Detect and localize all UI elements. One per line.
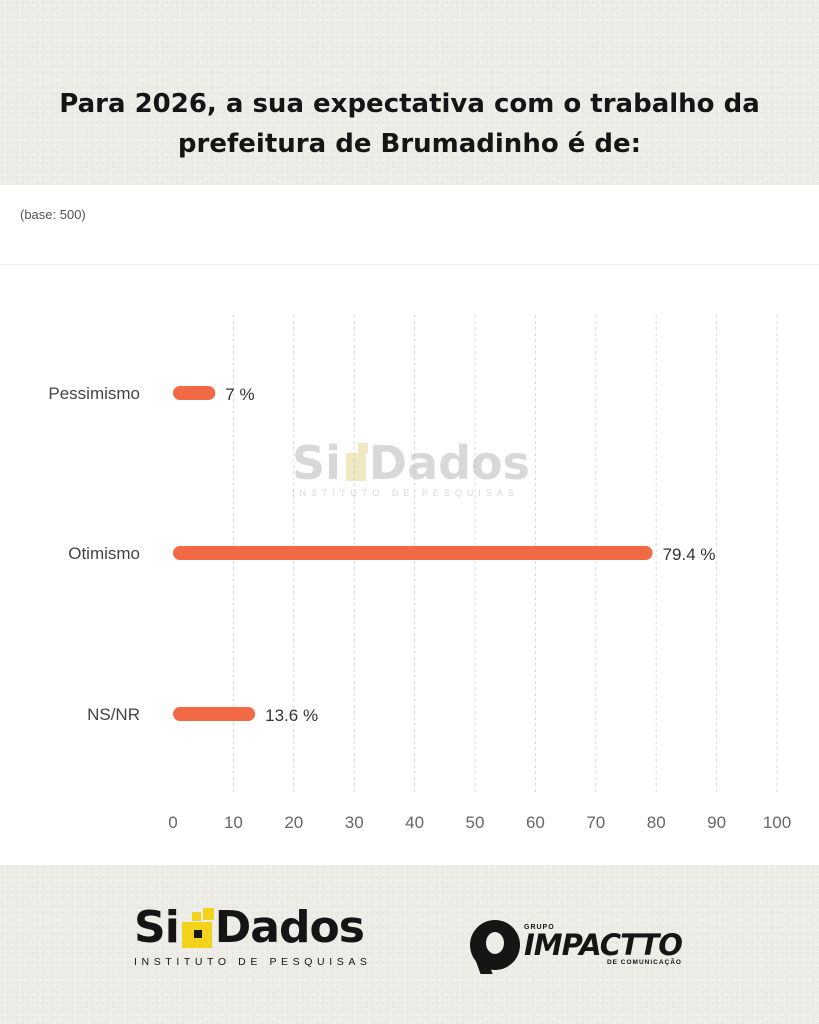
x-tick-label: 90 (707, 813, 726, 832)
chart-panel: (base: 500) Pessimismo 7 % Otimismo 79.4 % N… (0, 185, 819, 865)
impactto-name: IMPACTTO (524, 927, 683, 962)
page-title: Para 2026, a sua expectativa com o traba… (0, 84, 819, 164)
category-label: NS/NR (87, 705, 140, 724)
headline-text: Para 2026, a sua expectativa com o traba… (59, 89, 760, 159)
x-tick-label: 80 (647, 813, 666, 832)
impactto-top: GRUPO (524, 923, 555, 931)
value-label: 79.4 % (663, 545, 716, 564)
x-tick-label: 0 (168, 813, 177, 832)
bar-pessimismo[interactable] (173, 386, 216, 400)
value-label: 13.6 % (265, 706, 318, 725)
base-note: (base: 500) (20, 207, 86, 222)
bar-nsnr[interactable] (173, 707, 256, 721)
bar-chart: Pessimismo 7 % Otimismo 79.4 % NS/NR 13.6 % 0… (48, 315, 791, 832)
x-tick-label: 60 (526, 813, 545, 832)
bar-otimismo[interactable] (173, 546, 653, 560)
sigdados-left: Si (134, 902, 180, 953)
x-tick-label: 40 (405, 813, 424, 832)
x-tick-label: 20 (284, 813, 303, 832)
category-label: Pessimismo (48, 384, 140, 403)
sigdados-right: Dados (214, 902, 365, 953)
impactto-emblem-icon (470, 920, 520, 974)
x-tick-label: 10 (224, 813, 243, 832)
sigdados-logo: Si Dados INSTITUTO DE PESQUISAS (134, 902, 372, 969)
x-tick-label: 70 (586, 813, 605, 832)
panel-divider (0, 264, 819, 265)
value-label: 7 % (225, 385, 254, 404)
x-tick-label: 50 (466, 813, 485, 832)
impactto-sub: DE COMUNICAÇÃO (606, 958, 682, 966)
category-label: Otimismo (68, 544, 140, 563)
impactto-logo: GRUPO IMPACTTO DE COMUNICAÇÃO (470, 920, 683, 974)
sigdados-g-icon (180, 908, 214, 948)
x-tick-label: 30 (345, 813, 364, 832)
x-tick-label: 100 (763, 813, 791, 832)
sigdados-tagline: INSTITUTO DE PESQUISAS (134, 956, 372, 968)
